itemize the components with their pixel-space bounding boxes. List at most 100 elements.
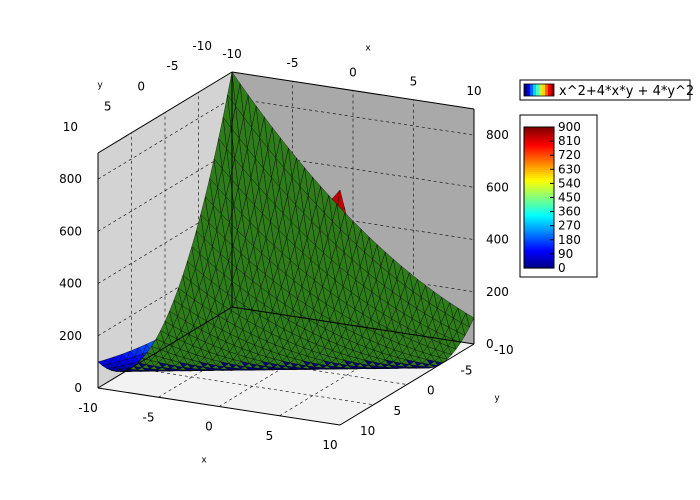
colorbar-cell <box>524 235 554 239</box>
colorbar-cell <box>524 251 554 255</box>
colorbar-cell <box>524 219 554 223</box>
legend-swatch-cell <box>530 84 533 96</box>
colorbar-tick-label: 900 <box>558 120 581 134</box>
x-tick-label-top: -10 <box>222 47 242 61</box>
surface-mesh <box>97 71 475 372</box>
z-tick-label-right: 0 <box>486 337 494 351</box>
colorbar-cell <box>524 159 554 162</box>
x-tick-label: -5 <box>143 410 155 424</box>
colorbar-cell <box>524 187 554 191</box>
z-tick-label-right: 800 <box>486 128 509 142</box>
x-tick-label-top: -5 <box>287 56 299 70</box>
colorbar-cell <box>524 239 554 243</box>
colorbar-cell <box>524 181 554 184</box>
back-wall-grid-z <box>231 150 475 188</box>
z-tick-label: 800 <box>59 172 82 186</box>
legend: x^2+4*x*y + 4*y^2 <box>519 79 694 101</box>
colorbar-cell <box>524 229 554 233</box>
colorbar-cell <box>524 205 554 209</box>
colorbar-cell <box>524 147 554 150</box>
colorbar-tick-label: 540 <box>558 176 581 190</box>
y-tick-label-top: 5 <box>104 100 112 114</box>
surface-facet <box>465 312 475 328</box>
colorbar-tick-label: 450 <box>558 191 581 205</box>
colorbar-cell <box>524 135 554 138</box>
legend-swatch-cell <box>545 84 548 96</box>
colorbar-cell <box>524 191 554 195</box>
colorbar-cell <box>524 247 554 251</box>
colorbar-cell <box>524 171 554 174</box>
colorbar-tick-label: 180 <box>558 233 581 247</box>
colorbar-cell <box>524 237 554 241</box>
colorbar-cell <box>524 241 554 245</box>
colorbar-cell <box>524 221 554 225</box>
colorbar-cell <box>524 253 554 257</box>
colorbar-cell <box>524 199 554 203</box>
colorbar-cell <box>524 231 554 235</box>
colorbar-cell <box>524 201 554 205</box>
legend-box <box>519 79 691 101</box>
y-tick-label-top: 0 <box>137 80 145 94</box>
colorbar-cell <box>524 183 554 187</box>
legend-color-swatch <box>523 83 555 97</box>
colorbar-tick-label: 810 <box>558 134 581 148</box>
colorbar-cell <box>524 209 554 213</box>
x-axis-label-front: x <box>201 456 207 466</box>
legend-swatch-cell <box>533 84 536 96</box>
colorbar-tick-label: 630 <box>558 162 581 176</box>
y-tick-label: -10 <box>494 343 514 357</box>
colorbar-cell <box>524 255 554 259</box>
colorbar-gradient <box>523 126 555 269</box>
z-tick-label: 600 <box>59 224 82 238</box>
x-axis-line <box>97 387 341 426</box>
x-tick-label: 10 <box>322 438 337 452</box>
x-tick-label-top: 0 <box>349 66 357 80</box>
colorbar-cell <box>524 233 554 237</box>
wall-top-edge <box>231 71 475 110</box>
floor-edge <box>97 306 233 389</box>
side-wall-grid-z <box>97 202 233 284</box>
legend-swatch-border <box>523 83 555 97</box>
x-tick-label-top: 5 <box>410 75 418 89</box>
colorbar-cell <box>524 133 554 136</box>
colorbar-cell <box>524 173 554 176</box>
x-tick-label: 5 <box>266 429 274 443</box>
x-tick-label-top: 10 <box>466 84 481 98</box>
colorbar-cell <box>524 261 554 265</box>
colorbar-cell <box>524 203 554 207</box>
x-tick-label: -10 <box>78 401 98 415</box>
colorbar-cell <box>524 141 554 144</box>
side-wall-grid-z <box>97 97 233 180</box>
colorbar-cell <box>524 257 554 261</box>
y-axis-line <box>339 343 475 426</box>
colorbar-cell <box>524 153 554 156</box>
colorbar-cell <box>524 263 554 267</box>
legend-swatch-cell <box>539 84 542 96</box>
colorbar-cell <box>524 165 554 168</box>
x-axis-label-top: x <box>365 44 371 54</box>
z-tick-label-right: 200 <box>486 285 509 299</box>
colorbar-cell <box>524 169 554 172</box>
z-tick-label-right: 400 <box>486 233 509 247</box>
legend-label: x^2+4*x*y + 4*y^2 <box>559 84 694 99</box>
colorbar-cell <box>524 145 554 148</box>
x-tick-label: 0 <box>205 420 213 434</box>
colorbar-cell <box>524 139 554 142</box>
colorbar-cell <box>524 131 554 134</box>
colorbar-cell <box>524 197 554 201</box>
z-tick-label-right: 600 <box>486 180 509 194</box>
floor-grid-y <box>131 367 374 406</box>
y-tick-label: 10 <box>360 424 375 438</box>
colorbar-cell <box>524 189 554 193</box>
colorbar-cell <box>524 143 554 146</box>
colorbar-tick-label: 270 <box>558 219 581 233</box>
colorbar-cell <box>524 265 554 269</box>
colorbar-tick-label: 90 <box>558 247 573 261</box>
colorbar-cell <box>524 179 554 182</box>
floor-edge <box>231 306 475 345</box>
back-wall-grid-z <box>231 97 475 136</box>
colorbar-cell <box>524 175 554 178</box>
